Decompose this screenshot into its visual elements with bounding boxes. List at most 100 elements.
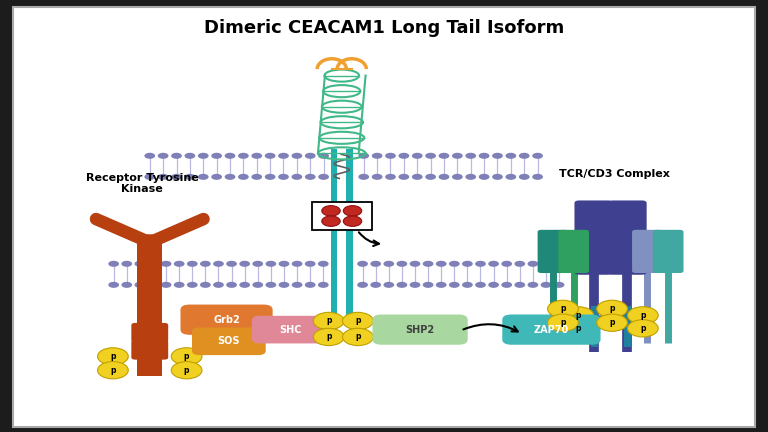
Circle shape: [157, 153, 168, 159]
Bar: [137, 240, 150, 376]
Circle shape: [211, 174, 222, 180]
Circle shape: [121, 282, 132, 288]
Text: p: p: [560, 305, 566, 313]
Text: p: p: [640, 324, 646, 333]
FancyBboxPatch shape: [538, 230, 568, 273]
FancyBboxPatch shape: [192, 327, 266, 355]
Circle shape: [174, 282, 184, 288]
Circle shape: [396, 282, 407, 288]
Circle shape: [370, 282, 381, 288]
Circle shape: [224, 153, 235, 159]
Circle shape: [227, 261, 237, 267]
Circle shape: [265, 174, 276, 180]
Circle shape: [144, 153, 155, 159]
Circle shape: [412, 174, 422, 180]
Text: p: p: [560, 318, 566, 327]
Circle shape: [305, 153, 316, 159]
Circle shape: [187, 261, 197, 267]
Circle shape: [198, 174, 209, 180]
Circle shape: [478, 153, 489, 159]
FancyBboxPatch shape: [608, 200, 647, 275]
Circle shape: [449, 282, 460, 288]
FancyBboxPatch shape: [653, 230, 684, 273]
Circle shape: [422, 261, 433, 267]
FancyBboxPatch shape: [502, 314, 601, 345]
Circle shape: [475, 261, 486, 267]
Circle shape: [343, 312, 373, 330]
Circle shape: [318, 174, 329, 180]
Text: p: p: [575, 311, 581, 320]
Circle shape: [409, 261, 420, 267]
Text: p: p: [609, 318, 615, 327]
Circle shape: [200, 282, 210, 288]
Circle shape: [265, 153, 276, 159]
Circle shape: [318, 282, 329, 288]
Circle shape: [266, 282, 276, 288]
Circle shape: [313, 312, 344, 330]
Circle shape: [184, 153, 195, 159]
Circle shape: [266, 261, 276, 267]
Circle shape: [322, 206, 340, 216]
Circle shape: [279, 282, 290, 288]
Circle shape: [171, 153, 182, 159]
Circle shape: [462, 282, 473, 288]
Circle shape: [554, 261, 564, 267]
Circle shape: [121, 261, 132, 267]
Circle shape: [253, 282, 263, 288]
Text: SOS: SOS: [217, 336, 240, 346]
FancyBboxPatch shape: [632, 230, 663, 273]
Circle shape: [108, 282, 119, 288]
Circle shape: [238, 153, 249, 159]
Circle shape: [211, 153, 222, 159]
Circle shape: [305, 261, 316, 267]
Circle shape: [370, 261, 381, 267]
FancyBboxPatch shape: [372, 314, 468, 345]
Text: SHP2: SHP2: [406, 324, 435, 335]
Circle shape: [318, 261, 329, 267]
Circle shape: [478, 174, 489, 180]
Circle shape: [198, 153, 209, 159]
Text: p: p: [326, 317, 332, 325]
Circle shape: [597, 300, 627, 318]
Circle shape: [359, 174, 369, 180]
Text: p: p: [184, 366, 190, 375]
Circle shape: [251, 174, 262, 180]
Circle shape: [213, 282, 223, 288]
Circle shape: [515, 261, 525, 267]
FancyBboxPatch shape: [131, 323, 168, 342]
Circle shape: [171, 348, 202, 365]
Text: ZAP70: ZAP70: [534, 324, 569, 335]
Circle shape: [519, 153, 530, 159]
Text: TCR/CD3 Complex: TCR/CD3 Complex: [559, 169, 670, 179]
Circle shape: [187, 282, 197, 288]
Circle shape: [171, 362, 202, 379]
Circle shape: [98, 348, 128, 365]
FancyBboxPatch shape: [558, 230, 589, 273]
FancyBboxPatch shape: [574, 200, 613, 275]
Circle shape: [372, 174, 382, 180]
Circle shape: [292, 261, 303, 267]
Circle shape: [627, 307, 658, 324]
Circle shape: [305, 174, 316, 180]
Circle shape: [492, 174, 503, 180]
Circle shape: [343, 328, 373, 346]
Bar: [346, 149, 353, 326]
Circle shape: [278, 174, 289, 180]
Text: p: p: [355, 317, 361, 325]
Text: p: p: [640, 311, 646, 320]
Circle shape: [227, 282, 237, 288]
Circle shape: [502, 282, 512, 288]
Circle shape: [253, 261, 263, 267]
Circle shape: [343, 206, 362, 216]
Circle shape: [554, 282, 564, 288]
Bar: [331, 149, 337, 326]
Circle shape: [492, 153, 503, 159]
Circle shape: [548, 314, 578, 331]
Circle shape: [532, 153, 543, 159]
Circle shape: [200, 261, 210, 267]
Text: Receptor Tyrosine
Kinase: Receptor Tyrosine Kinase: [86, 173, 198, 194]
Circle shape: [627, 320, 658, 337]
Circle shape: [318, 153, 329, 159]
Circle shape: [465, 174, 476, 180]
Circle shape: [541, 282, 551, 288]
